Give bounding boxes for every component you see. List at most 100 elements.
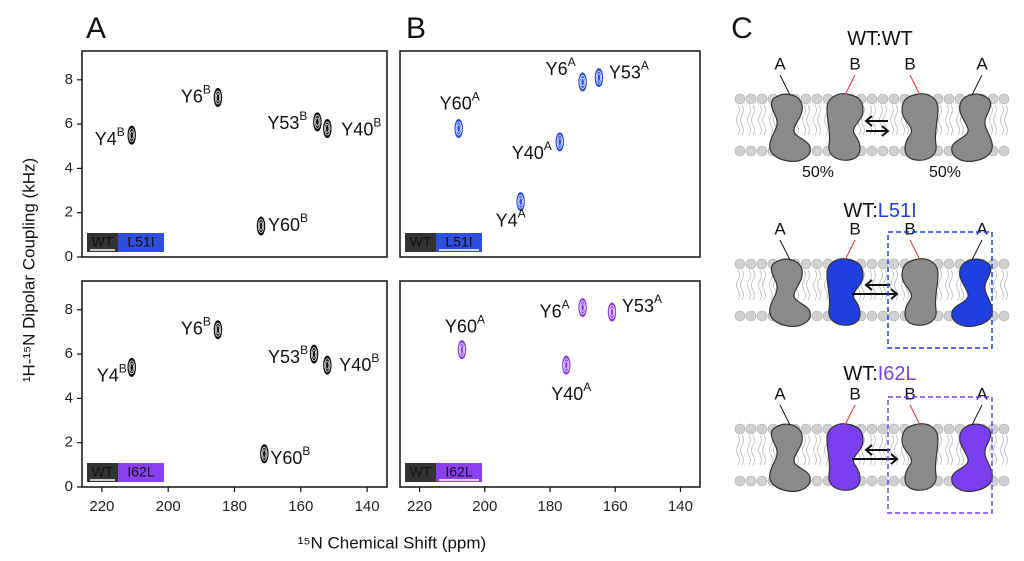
lipid-head [877, 475, 889, 487]
peak-contour [258, 221, 264, 231]
peak-superscript: B [117, 125, 125, 139]
label-leader [844, 239, 856, 261]
lipid-head [745, 423, 757, 435]
lipid-tail [989, 434, 997, 466]
y-axis-label: ¹H-¹⁵N Dipolar Coupling (kHz) [19, 158, 38, 382]
y-tick-label: 8 [65, 71, 73, 88]
lipid-head [811, 145, 823, 157]
peak-contour [458, 342, 466, 357]
protomer [901, 93, 939, 161]
peak-label: Y40B [341, 116, 381, 140]
badge-label: L51I [445, 234, 472, 250]
lipid-head [745, 145, 757, 157]
lipid-head [998, 258, 1010, 270]
peak-label: Y53B [267, 109, 307, 133]
label-leader [909, 404, 921, 426]
peak-contour [128, 360, 135, 375]
peak-name: Y4 [496, 210, 518, 230]
peak-contour [128, 128, 135, 143]
lipid-head [888, 258, 900, 270]
title-part: I62L [878, 363, 917, 385]
peak-superscript: A [641, 59, 649, 73]
y-tick-label: 4 [65, 159, 73, 176]
lipid-head [811, 475, 823, 487]
peak-superscript: A [477, 313, 485, 327]
lipid-head [811, 310, 823, 322]
lipid-tail [813, 434, 821, 466]
lipid-tail [945, 434, 953, 466]
lipid-head [888, 145, 900, 157]
peak-contour [325, 360, 330, 370]
peak-contour [214, 322, 222, 337]
lipid-head [811, 423, 823, 435]
lipid-head [745, 93, 757, 105]
label-leader [909, 239, 921, 261]
y-tick-label: 2 [65, 204, 73, 221]
protomer [826, 258, 864, 326]
protomer-label: A [976, 384, 988, 403]
label-leader [971, 404, 983, 426]
protomer [769, 423, 811, 492]
badge-label: I62L [445, 464, 472, 480]
peak-name: Y53 [267, 113, 299, 133]
protomer-label: A [774, 54, 786, 73]
peak-contour [129, 130, 134, 140]
label-leader [844, 74, 856, 96]
lipid-head [888, 93, 900, 105]
lipid-tail [989, 104, 997, 136]
peak-name: Y4 [97, 365, 119, 385]
peak-label: Y60A [440, 90, 480, 114]
peak-superscript: A [518, 207, 526, 221]
peak-label: Y53B [268, 343, 308, 367]
lipid-head [877, 145, 889, 157]
title-part: WT: [843, 363, 877, 385]
lipid-tail [758, 434, 766, 466]
peak-superscript: B [300, 343, 308, 357]
panel-label: C [731, 12, 753, 45]
lipid-head [734, 475, 746, 487]
peak-label: Y6A [546, 55, 576, 79]
exchange-arrow [864, 444, 890, 456]
lipid-head [866, 145, 878, 157]
y-tick-label: 4 [65, 389, 73, 406]
lipid-head [888, 310, 900, 322]
peak-contour [609, 307, 614, 317]
lipid-head [877, 423, 889, 435]
badge [405, 233, 436, 252]
plot-frame [81, 50, 388, 258]
peak-contour [215, 93, 220, 102]
lipid-head [998, 310, 1010, 322]
peak-name: Y53 [622, 296, 654, 316]
peak-contour [518, 197, 523, 206]
peak-contour [579, 300, 586, 315]
peak-name: Y40 [341, 119, 373, 139]
peak-contour [517, 194, 524, 209]
badge-label: WT [410, 464, 432, 480]
lipid-head [734, 310, 746, 322]
label-leader [909, 74, 921, 96]
label-leader [971, 239, 983, 261]
lipid-head [943, 93, 955, 105]
lipid-tail [1000, 104, 1008, 136]
peak-label: Y4B [97, 362, 127, 386]
protomer-label: B [904, 54, 915, 73]
peak-superscript: B [373, 116, 381, 130]
peak-superscript: A [583, 380, 591, 394]
lipid-head [734, 145, 746, 157]
row-title: WT:I62L [843, 363, 916, 385]
peak-contour [455, 121, 462, 136]
peak-name: Y60 [268, 215, 300, 235]
title-part: WT: [847, 28, 881, 50]
lipid-head [745, 258, 757, 270]
lipid-head [745, 310, 757, 322]
peak-label: Y4A [496, 207, 526, 231]
peak-label: Y4B [95, 125, 125, 149]
protomer-label: B [904, 219, 915, 238]
lipid-head [866, 258, 878, 270]
lipid-tail [802, 434, 810, 466]
peak-superscript: B [371, 351, 379, 365]
peak-superscript: B [302, 444, 310, 458]
lipid-head [877, 258, 889, 270]
protomer [951, 93, 993, 162]
lipid-tail [747, 104, 755, 136]
